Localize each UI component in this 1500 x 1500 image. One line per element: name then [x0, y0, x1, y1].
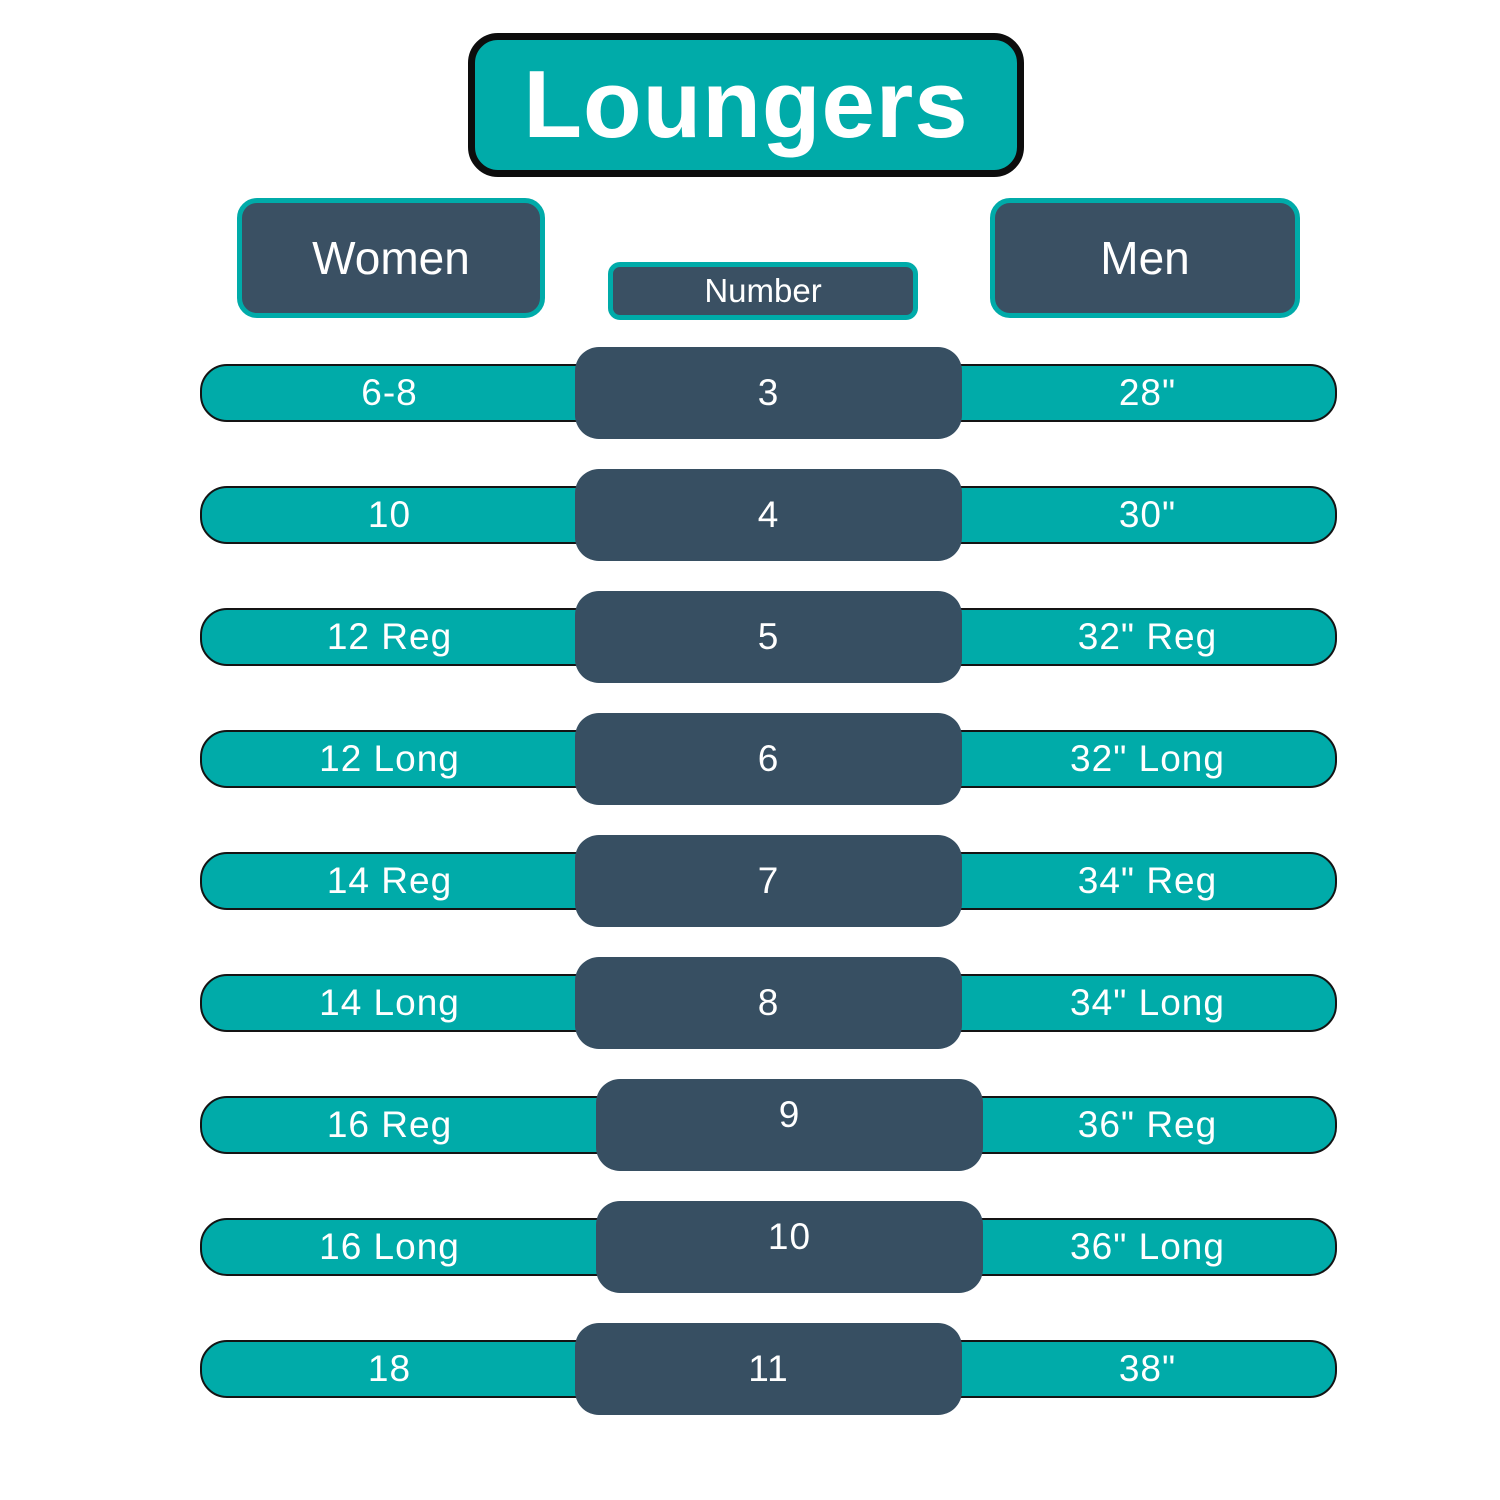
women-size-value: 10 [367, 494, 412, 535]
table-row: 14 Long 34" Long 8 [0, 957, 1500, 1049]
women-size-value: 16 Long [319, 1226, 460, 1267]
men-size-value: 28" [1118, 372, 1177, 413]
table-row: 12 Reg 32" Reg 5 [0, 591, 1500, 683]
number-value: 10 [767, 1216, 812, 1257]
size-rows: 6-8 28" 3 10 30" 4 12 Reg [0, 347, 1500, 1445]
table-row: 10 30" 4 [0, 469, 1500, 561]
page-title: Loungers [523, 51, 969, 158]
number-block: 9 [596, 1079, 983, 1171]
number-value: 7 [757, 860, 780, 901]
men-size-value: 32" Long [1070, 738, 1225, 779]
table-row: 16 Reg 36" Reg 9 [0, 1079, 1500, 1171]
number-block: 10 [596, 1201, 983, 1293]
men-size-value: 34" Reg [1077, 860, 1218, 901]
column-header-men: Men [990, 198, 1300, 318]
number-block: 7 [575, 835, 962, 927]
number-value: 9 [778, 1094, 801, 1135]
number-block: 11 [575, 1323, 962, 1415]
men-size-value: 36" Long [1070, 1226, 1225, 1267]
men-size-value: 32" Reg [1077, 616, 1218, 657]
table-row: 14 Reg 34" Reg 7 [0, 835, 1500, 927]
women-size-value: 6-8 [361, 372, 418, 413]
number-value: 11 [748, 1348, 789, 1389]
table-row: 18 38" 11 [0, 1323, 1500, 1415]
number-block: 6 [575, 713, 962, 805]
number-value: 5 [757, 616, 780, 657]
number-block: 3 [575, 347, 962, 439]
table-row: 16 Long 36" Long 10 [0, 1201, 1500, 1293]
men-size-value: 36" Reg [1077, 1104, 1218, 1145]
women-size-value: 14 Reg [326, 860, 453, 901]
table-row: 12 Long 32" Long 6 [0, 713, 1500, 805]
women-size-value: 12 Reg [326, 616, 453, 657]
chart-title-box: Loungers [468, 33, 1024, 177]
number-block: 5 [575, 591, 962, 683]
number-value: 8 [757, 982, 780, 1023]
women-size-value: 14 Long [319, 982, 460, 1023]
men-size-value: 34" Long [1070, 982, 1225, 1023]
number-value: 4 [757, 494, 780, 535]
column-header-number: Number [608, 262, 918, 320]
women-size-value: 18 [367, 1348, 412, 1389]
women-size-value: 16 Reg [326, 1104, 453, 1145]
men-size-value: 30" [1118, 494, 1177, 535]
number-value: 6 [757, 738, 780, 779]
number-block: 4 [575, 469, 962, 561]
table-row: 6-8 28" 3 [0, 347, 1500, 439]
number-value: 3 [757, 372, 780, 413]
column-header-women: Women [237, 198, 545, 318]
men-size-value: 38" [1118, 1348, 1177, 1389]
number-block: 8 [575, 957, 962, 1049]
women-size-value: 12 Long [319, 738, 460, 779]
